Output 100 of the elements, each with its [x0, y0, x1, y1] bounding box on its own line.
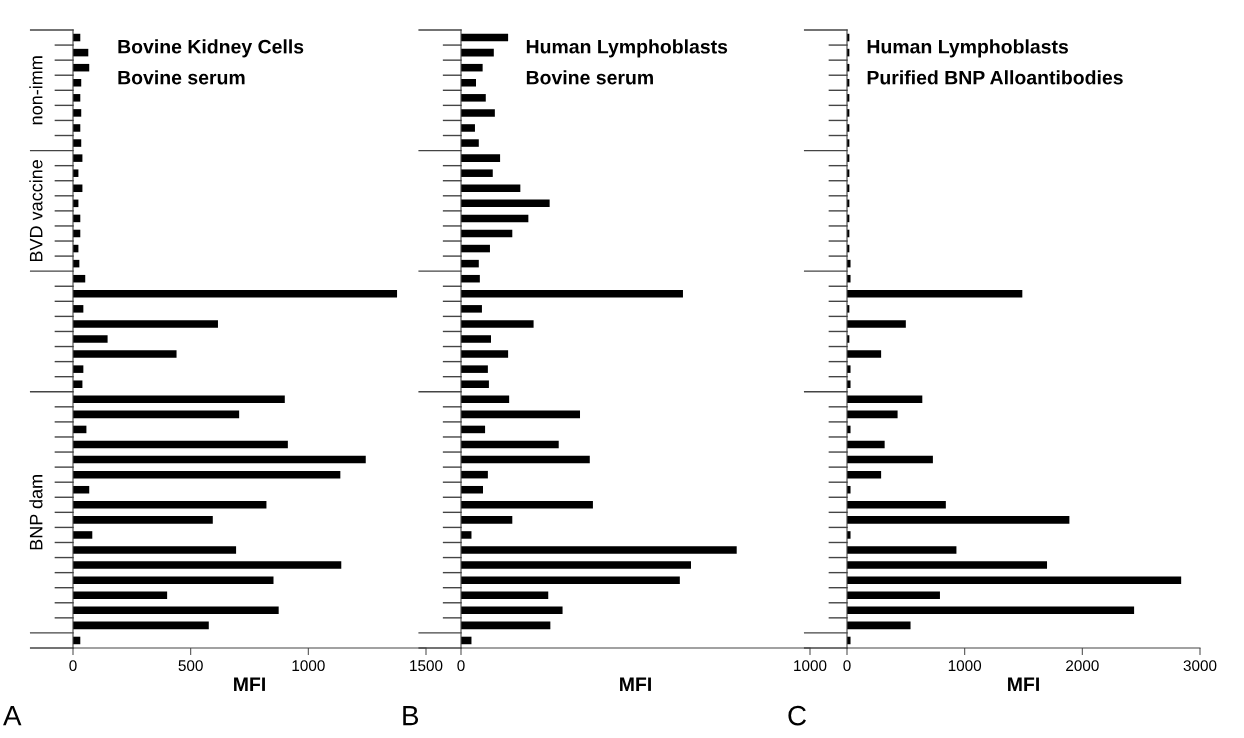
- bar: [461, 501, 593, 509]
- bar: [461, 139, 479, 147]
- text: A: [3, 706, 22, 726]
- bar: [73, 546, 237, 554]
- x-tick-label: 0: [457, 660, 465, 672]
- bar: [461, 395, 510, 404]
- bar: [461, 290, 683, 298]
- bar: [461, 78, 477, 87]
- bar: [461, 169, 493, 177]
- bar: [73, 561, 342, 569]
- bar: [847, 440, 885, 449]
- bar: [73, 305, 84, 313]
- bar: [73, 139, 82, 147]
- bar: [461, 561, 691, 569]
- bar: [461, 214, 529, 223]
- x-tick-label: 0: [843, 660, 851, 672]
- bar: [461, 63, 483, 72]
- bar: [73, 516, 213, 524]
- bar: [73, 380, 83, 388]
- bar: [461, 516, 513, 524]
- bar: [73, 470, 341, 479]
- bar: [73, 320, 218, 328]
- bar: [461, 184, 521, 193]
- bar: [461, 229, 513, 238]
- bar: [73, 109, 82, 117]
- bar: [73, 154, 83, 162]
- bar: [73, 531, 93, 539]
- bar: [847, 516, 1070, 524]
- text: BVD vaccine: [29, 160, 43, 262]
- x-tick-label: 3000: [1183, 660, 1217, 672]
- text: Bovine serum: [118, 70, 245, 85]
- bar: [73, 78, 82, 87]
- x-axis-title: MFI: [1008, 677, 1039, 691]
- x-tick-label: 500: [178, 660, 203, 672]
- bar: [461, 470, 488, 479]
- bar: [73, 485, 90, 494]
- bar: [461, 455, 590, 464]
- bar: [73, 410, 240, 419]
- bar: [847, 320, 906, 328]
- bar: [847, 501, 946, 509]
- bar: [73, 501, 267, 509]
- bar: [73, 395, 285, 404]
- bar: [461, 485, 483, 494]
- bar: [847, 395, 923, 404]
- bar: [461, 109, 495, 117]
- x-tick-label: 1000: [948, 660, 982, 672]
- bar: [73, 290, 398, 298]
- bar: [73, 576, 274, 584]
- bar: [847, 455, 933, 464]
- bar: [847, 546, 957, 554]
- bar: [461, 305, 482, 313]
- text: B: [403, 706, 419, 726]
- chart-title: Bovine Kidney Cells: [118, 39, 304, 58]
- bar: [461, 365, 488, 373]
- x-tick-label: 1000: [292, 660, 325, 672]
- chart-title: Human Lymphoblasts: [526, 39, 728, 58]
- bar: [461, 380, 489, 388]
- bar: [461, 410, 581, 419]
- bar: [461, 350, 509, 358]
- bar: [461, 531, 472, 539]
- bar: [73, 606, 279, 615]
- x-axis-title: MFI: [620, 677, 651, 691]
- bar: [461, 606, 563, 615]
- x-tick-label: 0: [69, 660, 77, 672]
- bar: [73, 455, 366, 464]
- bar: [847, 290, 1023, 298]
- bar: [73, 591, 168, 600]
- x-axis-title: MFI: [234, 677, 265, 691]
- bar: [461, 335, 492, 343]
- bar: [461, 576, 680, 584]
- text: C: [788, 705, 806, 726]
- bar: [461, 621, 551, 630]
- bar: [461, 320, 534, 328]
- text: Purified BNP Alloantibodies: [867, 70, 1123, 85]
- x-tick-label: 2000: [1066, 660, 1099, 672]
- bar: [847, 606, 1135, 615]
- bar: [461, 124, 475, 132]
- bar: [847, 591, 940, 600]
- bar: [461, 154, 501, 162]
- bar: [847, 350, 882, 358]
- bar: [461, 199, 550, 208]
- bar: [847, 561, 1048, 569]
- bar: [461, 94, 486, 102]
- text: non-imm: [29, 56, 43, 125]
- bar: [73, 365, 84, 373]
- text: Bovine serum: [526, 70, 653, 85]
- bar: [461, 546, 737, 554]
- bar: [461, 48, 494, 57]
- bar: [461, 244, 490, 253]
- bar: [73, 440, 288, 449]
- bar: [847, 621, 911, 630]
- bar: [461, 33, 509, 42]
- text: BNP dam: [29, 475, 43, 550]
- x-tick-label: 1000: [794, 660, 827, 672]
- chart-title: Human Lymphoblasts: [867, 39, 1068, 58]
- bar: [847, 470, 882, 479]
- bar: [73, 335, 108, 343]
- bar: [461, 440, 559, 449]
- bar: [73, 621, 209, 630]
- bar: [847, 410, 898, 419]
